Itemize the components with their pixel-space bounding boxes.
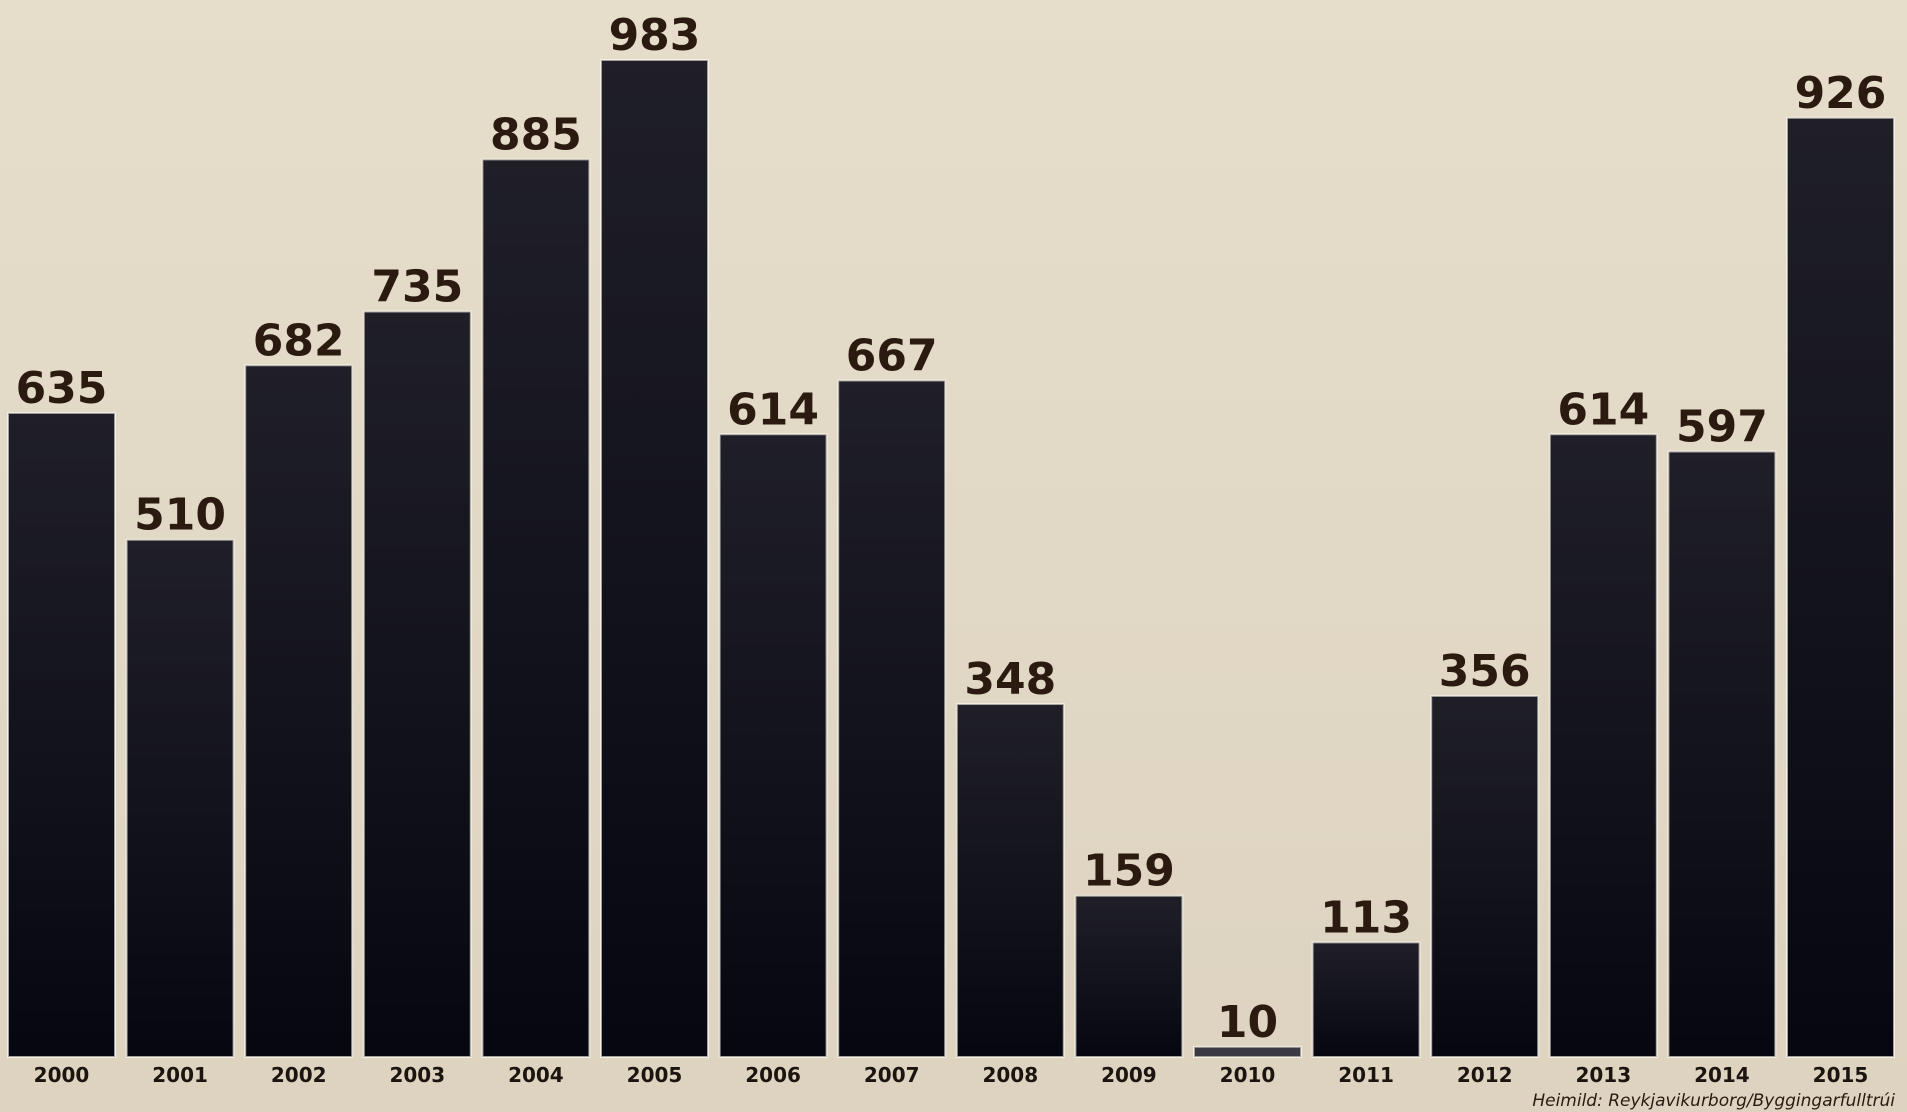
x-tick-label: 2008 [982,1063,1038,1087]
bar [7,411,116,1059]
source: Heimild: Reykjavikurborg/Byggingarfulltr… [1532,1091,1895,1111]
bar [1548,433,1658,1058]
bar-base [245,365,353,1057]
bar-base [1075,895,1183,1057]
value-label: 667 [846,331,938,382]
bar-base [956,704,1064,1057]
x-tick-label: 2002 [271,1063,327,1087]
x-tick-label: 2000 [34,1063,90,1087]
bar [362,310,472,1058]
bar-base [482,159,590,1057]
value-label: 614 [727,384,819,435]
bar-base [1194,1046,1301,1057]
bar [955,703,1065,1059]
bar-base [126,539,234,1057]
bar [1193,1045,1302,1058]
bar-base [601,60,708,1057]
x-tick-label: 2015 [1813,1063,1869,1087]
x-tick-label: 2013 [1575,1063,1631,1087]
bar [1667,450,1777,1059]
value-label: 735 [371,262,463,313]
bar [1430,694,1540,1058]
bar [1074,894,1184,1058]
bar [600,59,709,1058]
bar-base [719,434,827,1057]
value-label: 885 [490,109,582,160]
value-label: 356 [1439,646,1531,697]
bar [718,433,828,1058]
bar [125,538,235,1058]
x-tick-label: 2012 [1457,1063,1513,1087]
value-label: 614 [1557,384,1649,435]
value-label: 635 [16,363,108,414]
x-tick-label: 2004 [508,1063,564,1087]
bar-base [1431,695,1539,1057]
bar-base [1312,942,1420,1057]
value-label: 348 [964,654,1056,705]
x-tick-label: 2001 [152,1063,208,1087]
bar [1786,116,1895,1058]
bar-base [1549,434,1657,1057]
x-tick-label: 2010 [1220,1063,1276,1087]
bar [1311,941,1421,1058]
x-tick-label: 2009 [1101,1063,1157,1087]
value-label: 983 [609,10,701,61]
value-label: 159 [1083,846,1175,897]
value-label: 10 [1217,997,1278,1048]
bar [837,379,947,1059]
bar-base [838,380,946,1058]
x-tick-label: 2007 [864,1063,920,1087]
value-label: 926 [1795,68,1887,119]
value-label: 597 [1676,401,1768,452]
bar-base [8,412,115,1057]
value-label: 682 [253,315,345,366]
bar [244,364,354,1058]
value-label: 113 [1320,892,1412,943]
bar [481,158,591,1058]
bar-base [1668,451,1776,1058]
bar-base [1787,117,1894,1058]
x-tick-label: 2005 [627,1063,683,1087]
x-tick-label: 2003 [389,1063,445,1087]
x-tick-label: 2006 [745,1063,801,1087]
value-label: 510 [134,490,226,541]
bar-base [363,311,471,1057]
x-tick-label: 2014 [1694,1063,1750,1087]
x-tick-label: 2011 [1338,1063,1394,1087]
